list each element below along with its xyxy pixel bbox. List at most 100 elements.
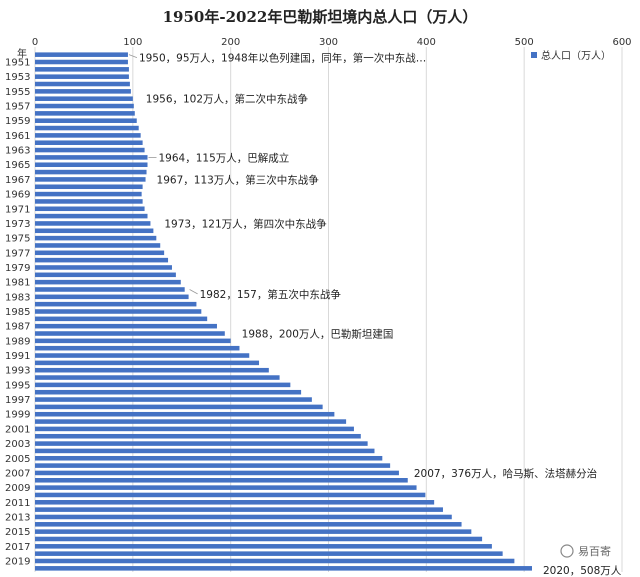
bar [35,529,472,534]
y-tick-label: 2007 [5,468,30,479]
bar [35,162,148,168]
bar [35,301,197,307]
wechat-icon [560,544,574,558]
bar [35,235,157,241]
y-tick-label: 2001 [5,424,30,435]
bar [35,566,532,571]
bar [35,74,129,79]
bar [35,551,503,556]
annotation-label: 2020，508万人 [543,565,622,577]
bar [35,477,408,483]
y-tick-label: 1977 [5,248,30,259]
bar [35,155,148,160]
bar [35,140,143,146]
x-tick-label: 500 [515,37,534,48]
bar [35,544,492,549]
bar [35,411,335,417]
bar [35,463,391,468]
annotation-label: 1950，95万人，1948年以色列建国，同年，第一次中东战… [139,52,426,65]
bar [35,272,176,278]
bar [35,433,361,439]
bar [35,500,435,505]
y-tick-label: 1979 [5,263,30,274]
bar [35,389,302,395]
bar [35,257,169,263]
leader-line [128,54,138,58]
bar [35,514,452,520]
bar [35,441,368,446]
bar [35,448,375,454]
annotation-label: 1982，157，第五次中东战争 [200,288,342,301]
annotations: 1950，95万人，1948年以色列建国，同年，第一次中东战… 1956，102万… [128,52,622,577]
x-tick-label: 300 [319,37,338,48]
chart-title: 1950年-2022年巴勒斯坦境内总人口（万人） [163,8,478,26]
y-tick-label: 1999 [5,410,30,421]
y-tick-label: 1959 [5,116,30,127]
y-tick-label: 2005 [5,454,30,465]
y-tick-label: 1951 [5,58,30,69]
x-tick-label: 400 [417,37,436,48]
y-tick-label: 1967 [5,175,30,186]
y-tick-label: 1963 [5,146,30,157]
y-tick-label: 1987 [5,322,30,333]
annotation-label: 1973，121万人，第四次中东战争 [164,217,327,230]
bar [35,294,189,300]
bars [35,52,532,571]
y-tick-label: 2019 [5,556,30,567]
bar [35,323,217,329]
y-tick-label: 1991 [5,351,30,362]
y-tick-label: 2011 [5,498,30,509]
y-tick-label: 1957 [5,102,30,113]
bar [35,133,141,138]
annotation-label: 1967，113万人，第三次中东战争 [157,173,320,186]
bar [35,228,154,234]
bar [35,492,426,498]
bar [35,470,399,476]
bar [35,338,231,344]
bar [35,177,146,182]
y-tick-label: 1983 [5,292,30,303]
bar [35,375,280,380]
x-tick-label: 100 [123,37,142,48]
bar [35,118,137,123]
bar [35,360,260,366]
y-tick-label: 2015 [5,527,30,538]
bar [35,331,225,336]
bar [35,367,269,373]
annotation-label: 1964，115万人，巴解成立 [159,151,290,164]
bar [35,558,515,564]
bar [35,59,128,65]
y-tick-label: 1973 [5,219,30,230]
watermark: 易百寄 [560,544,611,558]
bar [35,243,161,248]
bar [35,213,148,219]
legend-label: 总人口（万人） [541,49,611,62]
y-tick-label: 1971 [5,204,30,215]
bar [35,52,128,57]
bar [35,485,417,490]
bar [35,536,483,542]
watermark-text: 易百寄 [578,544,611,558]
bar [35,455,383,461]
legend-swatch [531,52,537,58]
y-tick-label: 1975 [5,234,30,245]
y-tick-label: 2009 [5,483,30,494]
bar [35,382,291,388]
bar [35,67,129,72]
y-tick-label: 2017 [5,542,30,553]
y-tick-label: 1965 [5,160,30,171]
bar [35,507,443,512]
bar [35,250,165,256]
y-tick-label: 2003 [5,439,30,450]
x-tick-label: 600 [612,37,631,48]
legend: 总人口（万人） [531,49,611,62]
bar [35,404,323,410]
bar [35,345,240,351]
bar [35,184,143,190]
y-tick-label: 1997 [5,395,30,406]
bar [35,426,354,432]
bar [35,419,347,424]
bar [35,309,202,314]
bar [35,81,130,87]
bar [35,522,462,527]
